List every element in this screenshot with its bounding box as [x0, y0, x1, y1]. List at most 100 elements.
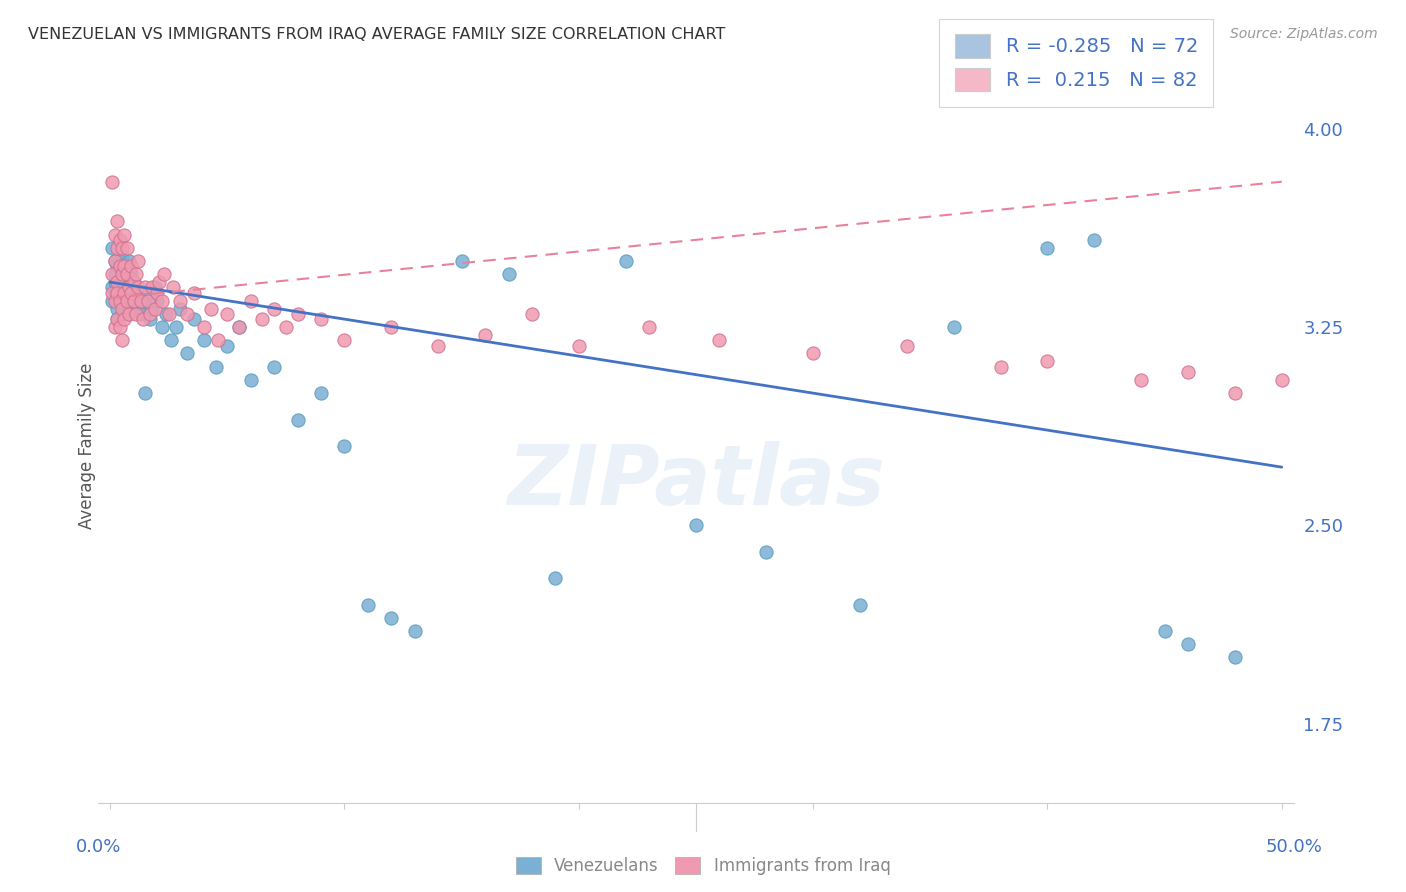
- Point: [112, 275, 135, 289]
- Point: [120, 285, 142, 300]
- Point: [105, 285, 128, 300]
- Point: [118, 280, 141, 294]
- Text: 0.0%: 0.0%: [76, 838, 121, 856]
- Point: [207, 333, 229, 347]
- Point: [169, 301, 191, 316]
- Point: [146, 293, 169, 308]
- Point: [252, 312, 274, 326]
- Point: [1223, 386, 1246, 401]
- Point: [498, 267, 520, 281]
- Point: [125, 285, 148, 300]
- Point: [150, 320, 173, 334]
- Point: [228, 320, 250, 334]
- Point: [162, 280, 184, 294]
- Point: [104, 254, 127, 268]
- Point: [104, 285, 127, 300]
- Point: [1317, 400, 1340, 414]
- Point: [160, 333, 183, 347]
- Point: [108, 285, 131, 300]
- Point: [122, 293, 145, 308]
- Point: [474, 328, 496, 343]
- Point: [104, 227, 127, 242]
- Point: [287, 412, 309, 426]
- Point: [134, 280, 156, 294]
- Point: [111, 249, 134, 263]
- Point: [380, 320, 402, 334]
- Y-axis label: Average Family Size: Average Family Size: [79, 363, 96, 529]
- Point: [357, 598, 380, 612]
- Point: [153, 267, 176, 281]
- Point: [127, 254, 149, 268]
- Point: [1036, 241, 1059, 255]
- Point: [122, 293, 145, 308]
- Point: [101, 267, 124, 281]
- Text: ZIPatlas: ZIPatlas: [508, 442, 884, 522]
- Point: [139, 312, 162, 326]
- Point: [101, 280, 124, 294]
- Point: [118, 280, 141, 294]
- Point: [101, 241, 124, 255]
- Point: [520, 307, 543, 321]
- Point: [125, 267, 148, 281]
- Point: [709, 333, 731, 347]
- Point: [122, 280, 145, 294]
- Point: [450, 254, 472, 268]
- Point: [104, 293, 127, 308]
- Point: [143, 301, 166, 316]
- Point: [111, 267, 134, 281]
- Point: [165, 320, 187, 334]
- Point: [108, 254, 131, 268]
- Point: [115, 293, 138, 308]
- Point: [228, 320, 250, 334]
- Point: [755, 545, 778, 559]
- Point: [108, 320, 131, 334]
- Point: [132, 293, 155, 308]
- Point: [127, 301, 149, 316]
- Point: [849, 598, 872, 612]
- Point: [404, 624, 426, 638]
- Point: [112, 312, 135, 326]
- Point: [155, 307, 177, 321]
- Point: [111, 267, 134, 281]
- Point: [638, 320, 661, 334]
- Point: [108, 293, 131, 308]
- Point: [105, 301, 128, 316]
- Point: [801, 346, 824, 360]
- Point: [1294, 392, 1316, 406]
- Point: [200, 301, 222, 316]
- Point: [263, 359, 285, 374]
- Point: [217, 338, 239, 352]
- Text: VENEZUELAN VS IMMIGRANTS FROM IRAQ AVERAGE FAMILY SIZE CORRELATION CHART: VENEZUELAN VS IMMIGRANTS FROM IRAQ AVERA…: [28, 27, 725, 42]
- Point: [544, 571, 567, 585]
- Point: [105, 260, 128, 274]
- Point: [333, 439, 356, 453]
- Point: [101, 175, 124, 189]
- Point: [146, 285, 169, 300]
- Point: [239, 373, 262, 387]
- Point: [101, 285, 124, 300]
- Point: [112, 285, 135, 300]
- Point: [118, 254, 141, 268]
- Point: [104, 267, 127, 281]
- Point: [115, 307, 138, 321]
- Point: [129, 293, 152, 308]
- Point: [1177, 637, 1199, 651]
- Point: [380, 611, 402, 625]
- Point: [112, 260, 135, 274]
- Point: [136, 285, 159, 300]
- Point: [105, 312, 128, 326]
- Point: [157, 307, 180, 321]
- Point: [108, 275, 131, 289]
- Point: [143, 280, 166, 294]
- Point: [120, 260, 142, 274]
- Point: [104, 254, 127, 268]
- Point: [1036, 354, 1059, 368]
- Point: [1153, 624, 1175, 638]
- Point: [134, 386, 156, 401]
- Point: [125, 307, 148, 321]
- Point: [148, 275, 170, 289]
- Point: [111, 241, 134, 255]
- Point: [115, 267, 138, 281]
- Point: [193, 333, 215, 347]
- Point: [104, 275, 127, 289]
